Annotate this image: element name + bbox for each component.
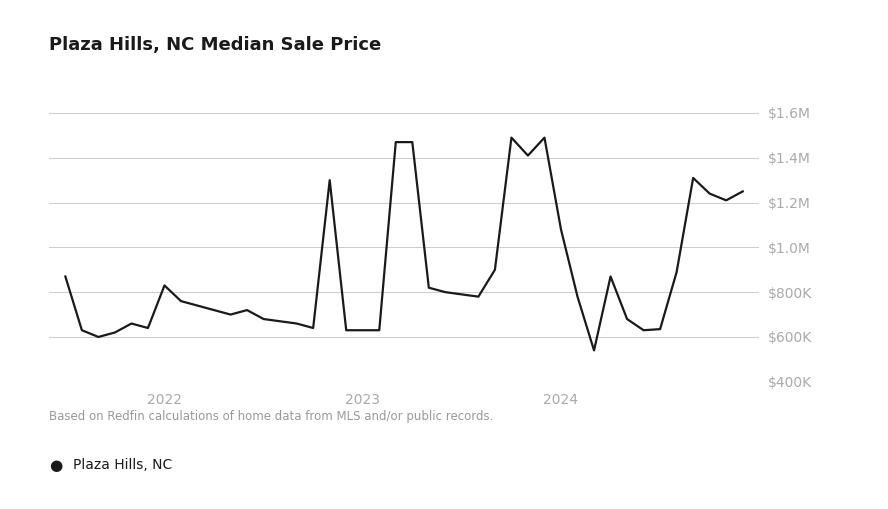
Text: Based on Redfin calculations of home data from MLS and/or public records.: Based on Redfin calculations of home dat… bbox=[49, 410, 493, 423]
Text: ●: ● bbox=[49, 458, 62, 473]
Text: Plaza Hills, NC Median Sale Price: Plaza Hills, NC Median Sale Price bbox=[49, 36, 381, 53]
Text: Plaza Hills, NC: Plaza Hills, NC bbox=[73, 458, 172, 472]
